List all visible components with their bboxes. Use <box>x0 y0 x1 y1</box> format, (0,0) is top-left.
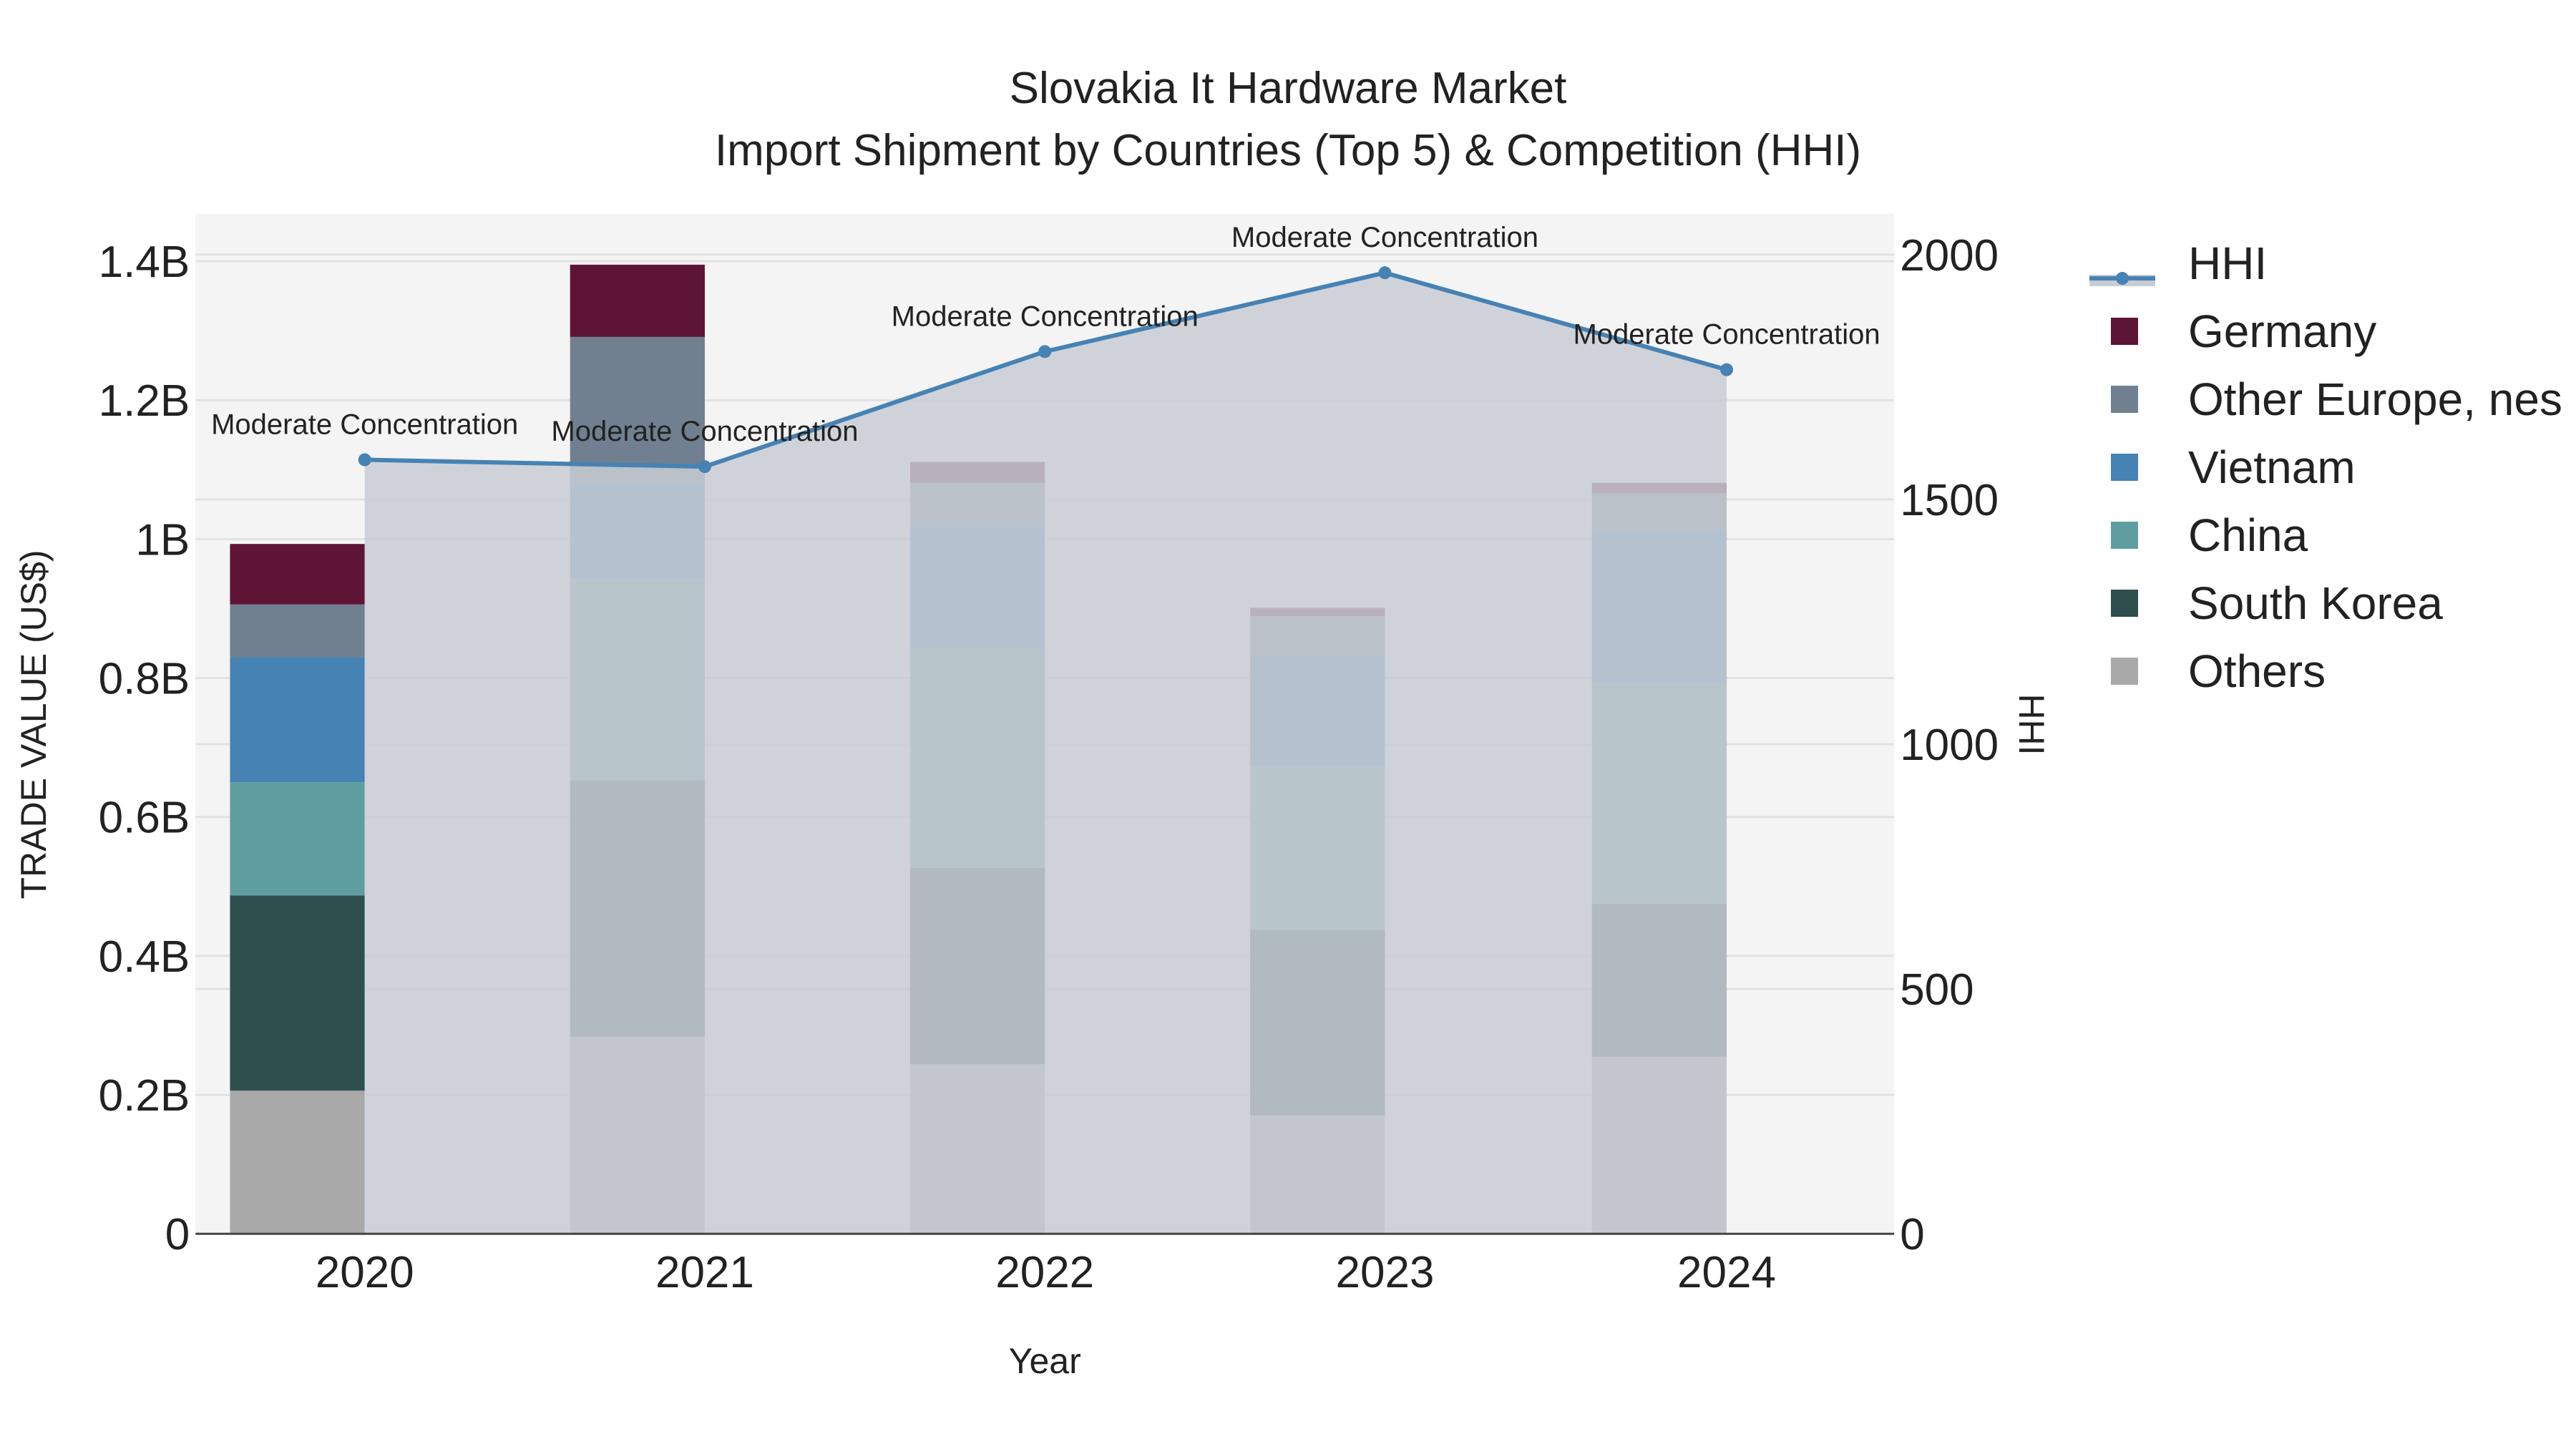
legend-item-vietnam[interactable]: Vietnam <box>2082 433 2562 501</box>
x-axis-title: Year <box>1009 1341 1081 1381</box>
legend-label: HHI <box>2188 237 2268 289</box>
legend-swatch-icon <box>2111 589 2138 617</box>
hhi-area <box>364 273 1727 1234</box>
legend-item-china[interactable]: China <box>2082 501 2562 569</box>
legend-item-other-europe-nes[interactable]: Other Europe, nes <box>2082 365 2562 433</box>
y-left-tick-label: 0.2B <box>99 1071 190 1121</box>
hhi-marker <box>1038 345 1052 358</box>
legend-item-south-korea[interactable]: South Korea <box>2082 569 2562 637</box>
hhi-marker <box>1378 266 1392 280</box>
x-tick-label: 2020 <box>316 1248 414 1297</box>
y-left-tick-label: 0.6B <box>99 794 190 843</box>
y-left-tick-label: 1.4B <box>99 238 190 287</box>
hhi-marker <box>1720 363 1734 376</box>
hhi-annotation: Moderate Concentration <box>1573 319 1880 351</box>
x-tick-label: 2023 <box>1335 1248 1434 1297</box>
x-tick-label: 2021 <box>655 1248 754 1297</box>
hhi-annotation: Moderate Concentration <box>892 301 1199 332</box>
bar-segment-other-europe-nes <box>230 604 365 658</box>
y-left-axis-title: TRADE VALUE (US$) <box>14 550 54 899</box>
legend-label: China <box>2188 509 2308 561</box>
y-right-axis-title: HHI <box>2011 693 2051 755</box>
bar-segment-china <box>230 782 365 896</box>
hhi-annotation: Moderate Concentration <box>211 409 518 441</box>
x-tick-label: 2024 <box>1677 1248 1776 1297</box>
y-left-tick-label: 1B <box>135 515 190 565</box>
legend-label: Other Europe, nes <box>2188 373 2562 425</box>
legend-label: Germany <box>2188 305 2377 357</box>
legend-label: South Korea <box>2188 577 2443 629</box>
chart-title-line1: Slovakia It Hardware Market <box>1009 64 1567 113</box>
chart-title-line2: Import Shipment by Countries (Top 5) & C… <box>714 126 1862 175</box>
bar-segment-south-korea <box>230 895 365 1091</box>
y-right-tick-label: 500 <box>1900 965 1974 1015</box>
y-left-tick-label: 1.2B <box>99 376 190 426</box>
x-tick-label: 2022 <box>995 1248 1094 1297</box>
hhi-marker <box>698 460 711 474</box>
legend-label: Others <box>2188 645 2326 697</box>
hhi-annotation: Moderate Concentration <box>551 416 858 447</box>
y-right-tick-label: 1000 <box>1900 721 1999 770</box>
hhi-marker <box>358 453 371 467</box>
legend-item-hhi[interactable]: HHI <box>2082 229 2562 297</box>
hhi-line-icon <box>2089 250 2155 286</box>
legend-swatch-icon <box>2111 521 2138 549</box>
legend-swatch-icon <box>2111 385 2138 413</box>
legend-swatch-icon <box>2111 453 2138 481</box>
legend-label: Vietnam <box>2188 441 2356 493</box>
y-left-tick-label: 0.8B <box>99 655 190 704</box>
legend: HHI Germany Other Europe, nes Vietnam China S… <box>2082 229 2562 705</box>
legend-swatch-icon <box>2111 657 2138 685</box>
legend-swatch-icon <box>2111 317 2138 345</box>
y-left-tick-label: 0.4B <box>99 932 190 982</box>
bar-segment-germany <box>230 544 365 605</box>
bar-segment-other-europe-nes <box>570 336 705 485</box>
y-right-tick-label: 1500 <box>1900 476 1999 525</box>
y-right-tick-label: 0 <box>1900 1210 1924 1259</box>
y-left-tick-label: 0 <box>165 1210 190 1259</box>
legend-item-others[interactable]: Others <box>2082 637 2562 705</box>
bar-segment-others <box>230 1091 365 1234</box>
y-right-tick-label: 2000 <box>1900 231 1999 280</box>
bar-segment-germany <box>570 264 705 337</box>
bar-segment-vietnam <box>230 657 365 783</box>
hhi-annotation: Moderate Concentration <box>1231 222 1538 253</box>
legend-item-germany[interactable]: Germany <box>2082 297 2562 365</box>
